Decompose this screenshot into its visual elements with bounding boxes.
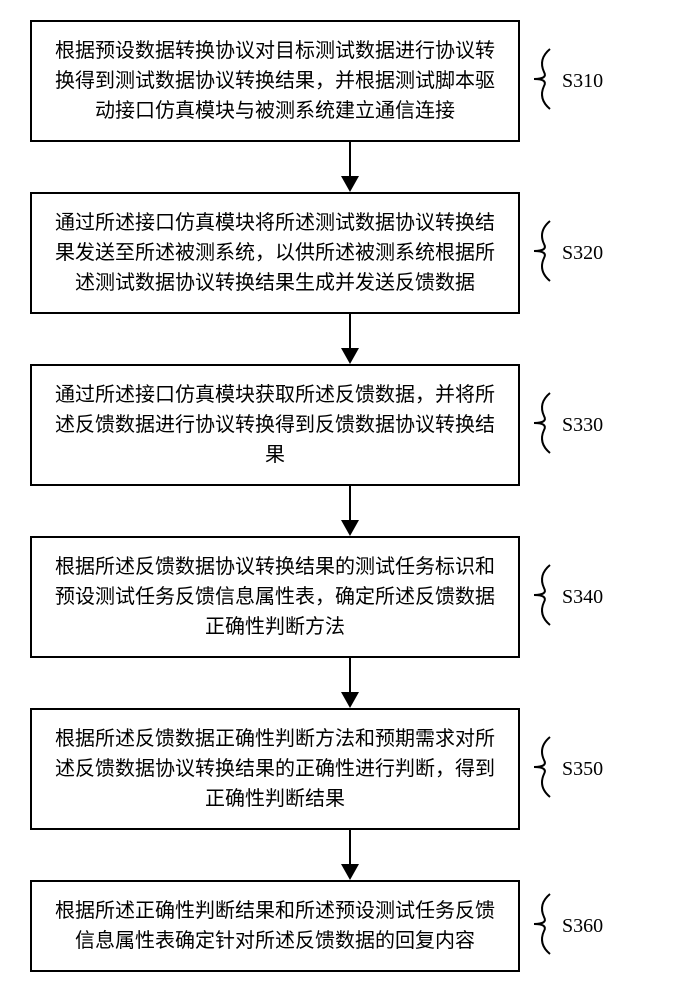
arrow-line xyxy=(349,142,351,178)
arrow-line xyxy=(349,486,351,522)
arrow-head-icon xyxy=(341,864,359,880)
step-row: 根据所述正确性判断结果和所述预设测试任务反馈信息属性表确定针对所述反馈数据的回复… xyxy=(30,880,670,972)
brace-icon xyxy=(530,732,560,806)
step-box-s360: 根据所述正确性判断结果和所述预设测试任务反馈信息属性表确定针对所述反馈数据的回复… xyxy=(30,880,520,972)
arrow xyxy=(105,658,595,708)
step-label: S310 xyxy=(562,70,603,93)
arrow-head-icon xyxy=(341,692,359,708)
arrow-line xyxy=(349,830,351,866)
step-label-wrap: S310 xyxy=(530,44,603,118)
step-row: 通过所述接口仿真模块将所述测试数据协议转换结果发送至所述被测系统，以供所述被测系… xyxy=(30,192,670,314)
brace-icon xyxy=(530,216,560,290)
step-box-s310: 根据预设数据转换协议对目标测试数据进行协议转换得到测试数据协议转换结果，并根据测… xyxy=(30,20,520,142)
arrow xyxy=(105,830,595,880)
step-row: 根据所述反馈数据正确性判断方法和预期需求对所述反馈数据协议转换结果的正确性进行判… xyxy=(30,708,670,830)
step-row: 通过所述接口仿真模块获取所述反馈数据，并将所述反馈数据进行协议转换得到反馈数据协… xyxy=(30,364,670,486)
brace-icon xyxy=(530,388,560,462)
arrow-head-icon xyxy=(341,176,359,192)
step-box-s350: 根据所述反馈数据正确性判断方法和预期需求对所述反馈数据协议转换结果的正确性进行判… xyxy=(30,708,520,830)
step-label-wrap: S360 xyxy=(530,889,603,963)
step-label-wrap: S320 xyxy=(530,216,603,290)
arrow-line xyxy=(349,314,351,350)
arrow xyxy=(105,486,595,536)
step-label: S330 xyxy=(562,414,603,437)
step-label: S340 xyxy=(562,586,603,609)
step-label: S360 xyxy=(562,915,603,938)
brace-icon xyxy=(530,889,560,963)
step-label-wrap: S330 xyxy=(530,388,603,462)
step-row: 根据所述反馈数据协议转换结果的测试任务标识和预设测试任务反馈信息属性表，确定所述… xyxy=(30,536,670,658)
arrow xyxy=(105,142,595,192)
arrow-line xyxy=(349,658,351,694)
step-row: 根据预设数据转换协议对目标测试数据进行协议转换得到测试数据协议转换结果，并根据测… xyxy=(30,20,670,142)
arrow-head-icon xyxy=(341,348,359,364)
step-label-wrap: S340 xyxy=(530,560,603,634)
arrow xyxy=(105,314,595,364)
arrow-head-icon xyxy=(341,520,359,536)
step-box-s340: 根据所述反馈数据协议转换结果的测试任务标识和预设测试任务反馈信息属性表，确定所述… xyxy=(30,536,520,658)
step-box-s320: 通过所述接口仿真模块将所述测试数据协议转换结果发送至所述被测系统，以供所述被测系… xyxy=(30,192,520,314)
brace-icon xyxy=(530,44,560,118)
step-label-wrap: S350 xyxy=(530,732,603,806)
step-box-s330: 通过所述接口仿真模块获取所述反馈数据，并将所述反馈数据进行协议转换得到反馈数据协… xyxy=(30,364,520,486)
step-label: S350 xyxy=(562,758,603,781)
brace-icon xyxy=(530,560,560,634)
flowchart-container: 根据预设数据转换协议对目标测试数据进行协议转换得到测试数据协议转换结果，并根据测… xyxy=(30,20,670,972)
step-label: S320 xyxy=(562,242,603,265)
